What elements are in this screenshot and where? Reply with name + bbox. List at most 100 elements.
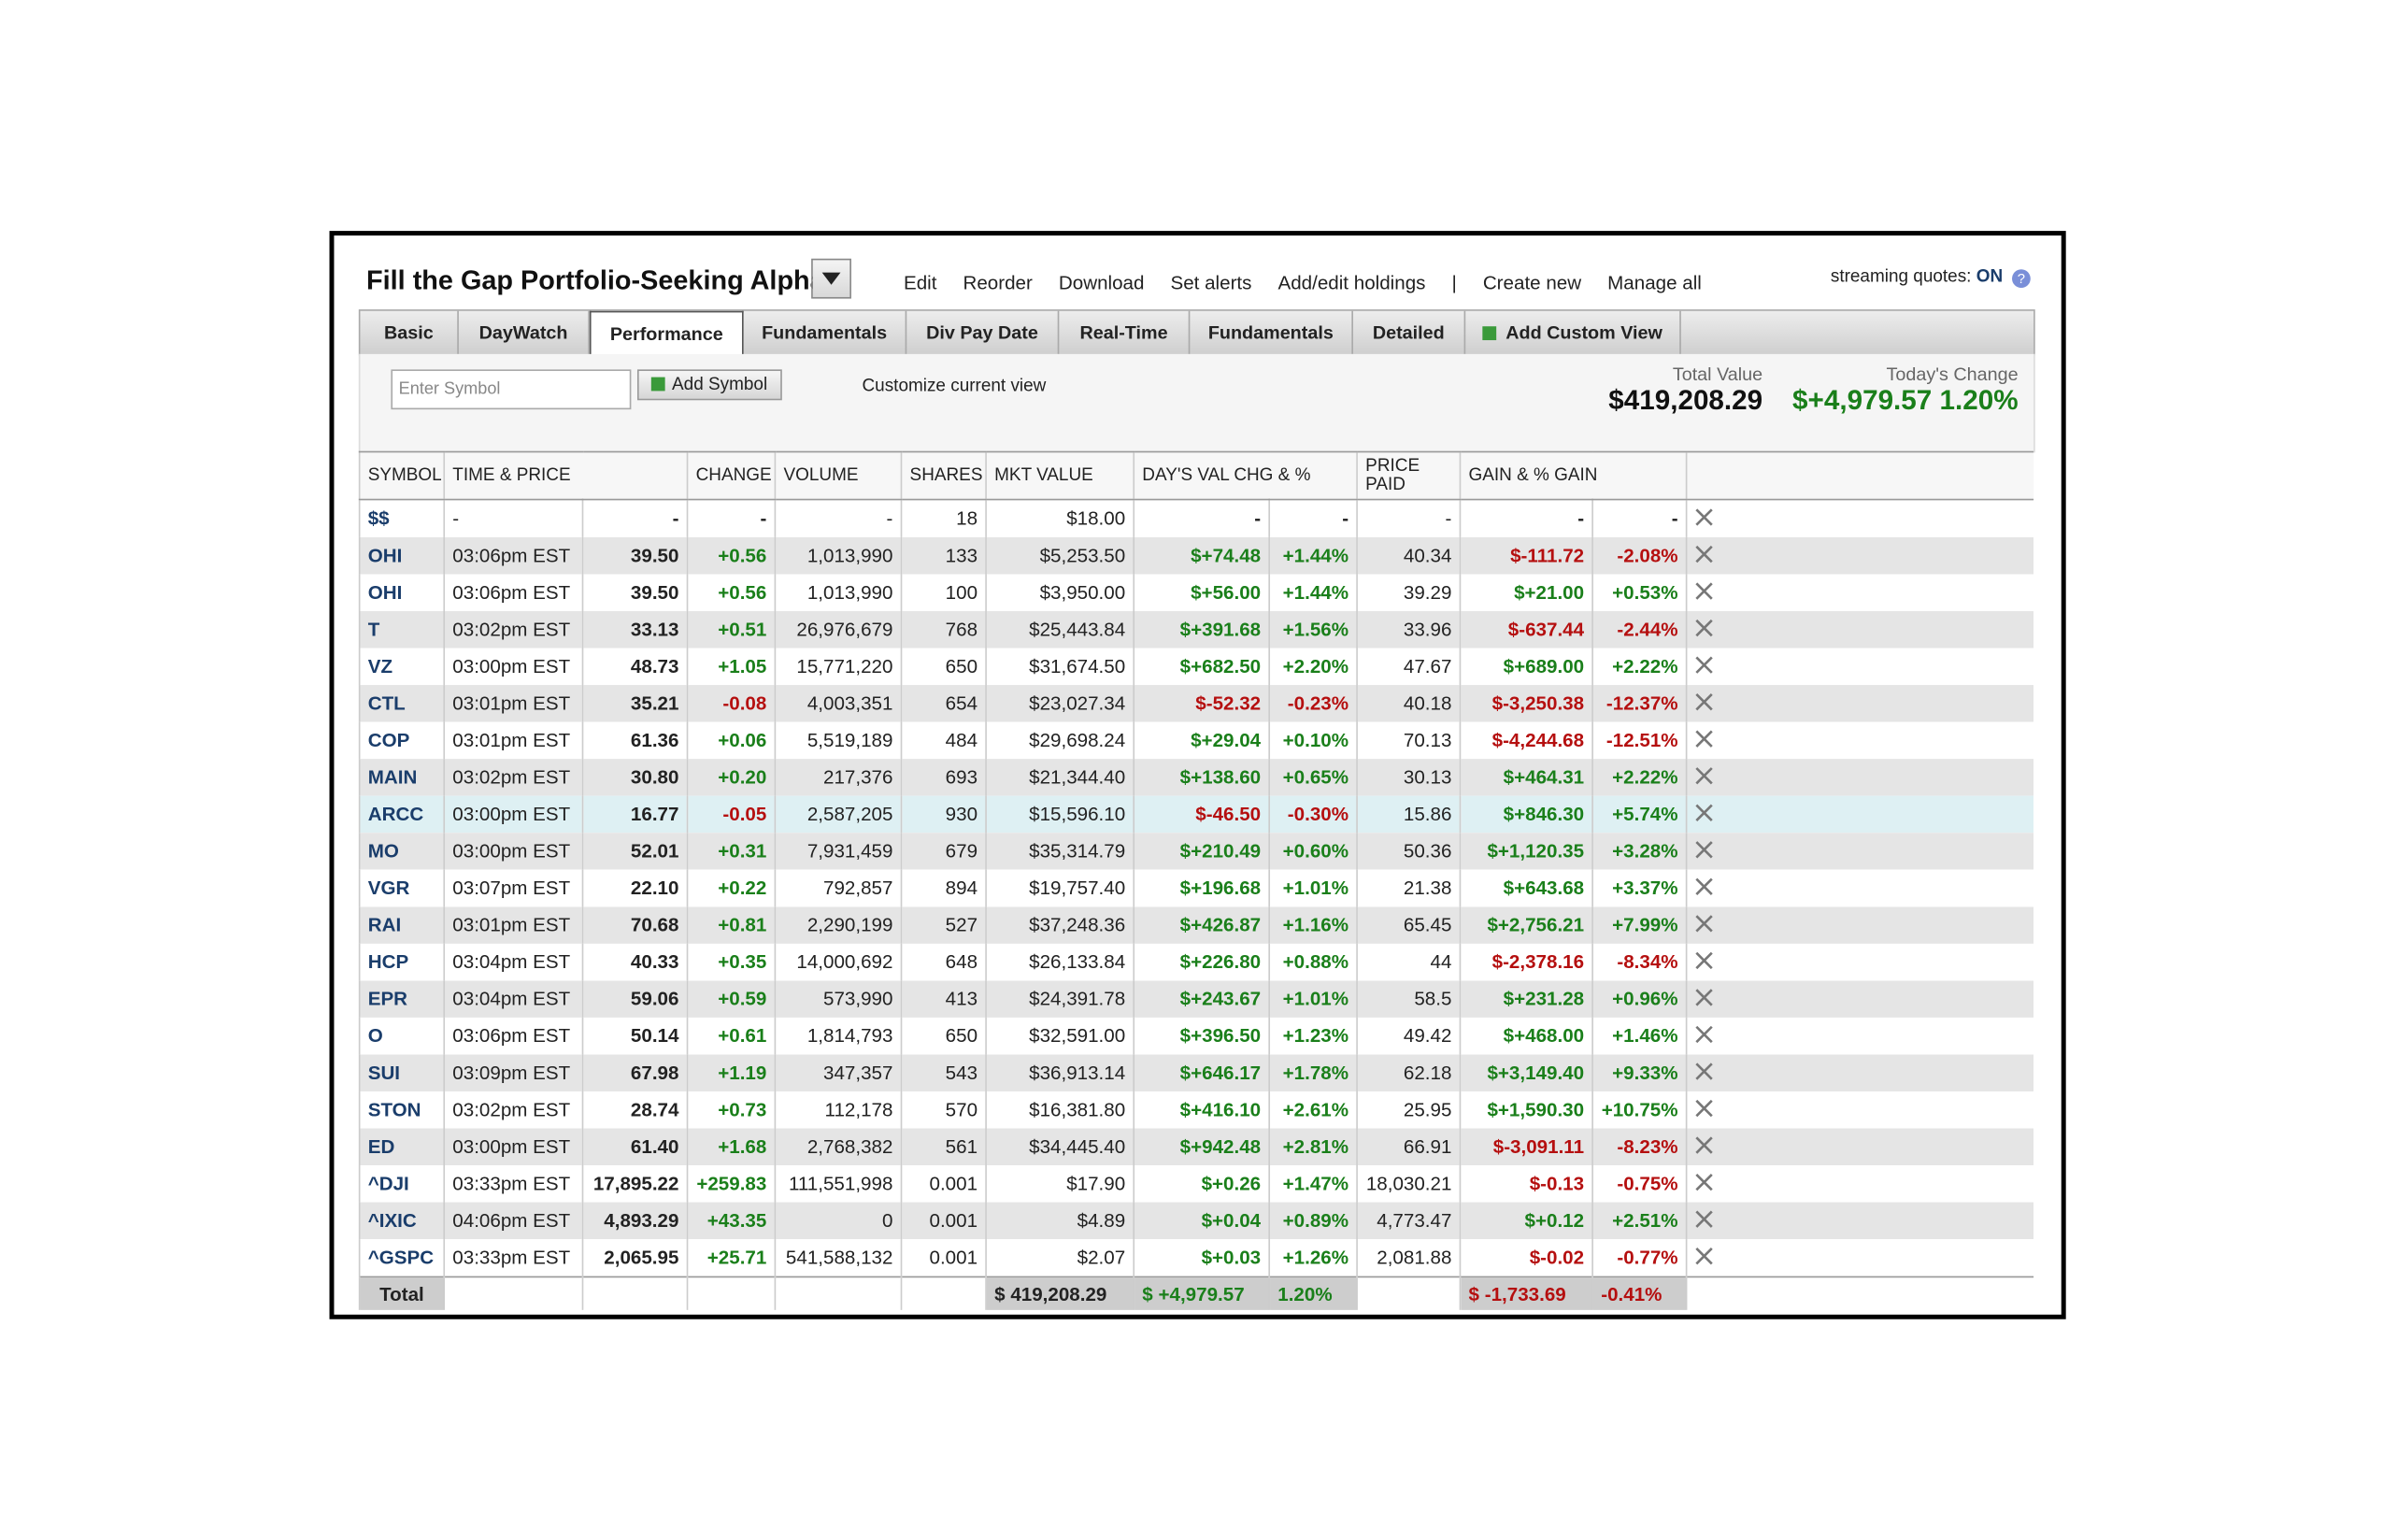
delete-icon[interactable]	[1695, 988, 1714, 1006]
cell: +0.31	[686, 833, 776, 870]
symbol-link[interactable]: VZ	[358, 648, 445, 686]
symbol-link[interactable]: MAIN	[358, 759, 445, 796]
symbol-link[interactable]: EPR	[358, 980, 445, 1018]
cell: $+1,120.35	[1459, 833, 1593, 870]
cell: 67.98	[581, 1054, 688, 1091]
delete-icon[interactable]	[1695, 803, 1714, 821]
view-tab[interactable]: Real-Time	[1059, 310, 1191, 354]
action-link[interactable]: Reorder	[963, 272, 1033, 294]
tab-label: Real-Time	[1079, 321, 1168, 344]
cell: $32,591.00	[985, 1017, 1134, 1055]
streaming-state[interactable]: ON	[1976, 267, 2004, 287]
cell: 930	[900, 795, 987, 834]
delete-icon[interactable]	[1695, 840, 1714, 859]
symbol-link[interactable]: $$	[358, 499, 445, 537]
delete-icon[interactable]	[1695, 1246, 1714, 1264]
view-tab[interactable]: Detailed	[1353, 310, 1466, 354]
delete-icon[interactable]	[1695, 914, 1714, 933]
delete-icon[interactable]	[1695, 1024, 1714, 1043]
delete-icon[interactable]	[1695, 950, 1714, 969]
portfolio-dropdown[interactable]	[811, 258, 851, 299]
symbol-link[interactable]: STON	[358, 1091, 445, 1129]
cell: 15,771,220	[774, 648, 902, 686]
cell: 792,857	[774, 869, 902, 907]
symbol-input[interactable]: Enter Symbol	[391, 369, 632, 410]
cell: 65.45	[1356, 906, 1461, 944]
delete-icon[interactable]	[1695, 581, 1714, 600]
cell: -0.23%	[1268, 685, 1358, 722]
delete-icon[interactable]	[1695, 692, 1714, 710]
cell: $+416.10	[1133, 1091, 1270, 1129]
action-link[interactable]: Create new	[1482, 272, 1582, 294]
holding-row: OHI 03:06pm EST 39.50 +0.56 1,013,990 133 $5,2…	[358, 536, 2033, 575]
total-cell: 1.20%	[1268, 1276, 1358, 1310]
view-tab[interactable]: Fundamentals	[1190, 310, 1353, 354]
symbol-link[interactable]: ^IXIC	[358, 1202, 445, 1240]
holding-row: ^DJI 03:33pm EST 17,895.22 +259.83 111,551,9…	[358, 1165, 2033, 1203]
delete-icon[interactable]	[1695, 1135, 1714, 1154]
delete-icon[interactable]	[1695, 544, 1714, 563]
cell: 30.13	[1356, 759, 1461, 796]
symbol-link[interactable]: ED	[358, 1128, 445, 1166]
delete-icon[interactable]	[1695, 766, 1714, 785]
action-link[interactable]: Edit	[903, 272, 937, 294]
action-link[interactable]: Download	[1058, 272, 1145, 294]
cell: +1.44%	[1268, 574, 1358, 611]
delete-cell	[1685, 610, 2033, 649]
symbol-link[interactable]: OHI	[358, 536, 445, 575]
symbol-link[interactable]: MO	[358, 833, 445, 870]
view-tab[interactable]: DayWatch	[459, 310, 590, 354]
cell: -2.08%	[1591, 536, 1687, 575]
customize-link[interactable]: Customize current view	[862, 377, 1047, 396]
view-tab[interactable]: Add Custom View	[1465, 310, 1681, 354]
symbol-link[interactable]: COP	[358, 721, 445, 760]
symbol-link[interactable]: OHI	[358, 574, 445, 611]
symbol-link[interactable]: ^GSPC	[358, 1239, 445, 1277]
cell: 650	[900, 648, 987, 686]
delete-icon[interactable]	[1695, 1062, 1714, 1080]
symbol-link[interactable]: ARCC	[358, 795, 445, 834]
symbol-link[interactable]: CTL	[358, 685, 445, 722]
add-symbol-button[interactable]: Add Symbol	[636, 369, 782, 401]
delete-icon[interactable]	[1695, 1172, 1714, 1191]
delete-icon[interactable]	[1695, 1209, 1714, 1228]
cell: -	[1591, 499, 1687, 537]
action-link[interactable]: Manage all	[1607, 272, 1702, 294]
symbol-link[interactable]: T	[358, 610, 445, 649]
cell: 484	[900, 721, 987, 760]
symbol-link[interactable]: SUI	[358, 1054, 445, 1091]
cell: 03:02pm EST	[443, 1091, 583, 1129]
view-tab[interactable]: Performance	[589, 310, 744, 358]
symbol-link[interactable]: VGR	[358, 869, 445, 907]
delete-cell	[1685, 648, 2033, 686]
view-tab[interactable]: Fundamentals	[744, 310, 907, 354]
symbol-link[interactable]: ^DJI	[358, 1165, 445, 1203]
delete-icon[interactable]	[1695, 1098, 1714, 1117]
action-link[interactable]: Set alerts	[1170, 272, 1252, 294]
cell: 17,895.22	[581, 1165, 688, 1203]
cell: +0.89%	[1268, 1202, 1358, 1240]
cell: +5.74%	[1591, 795, 1687, 834]
cell: 15.86	[1356, 795, 1461, 834]
cell: $-3,250.38	[1459, 685, 1593, 722]
delete-icon[interactable]	[1695, 507, 1714, 526]
symbol-link[interactable]: O	[358, 1017, 445, 1055]
view-tab[interactable]: Basic	[360, 310, 459, 354]
cell: 39.29	[1356, 574, 1461, 611]
view-tab[interactable]: Div Pay Date	[906, 310, 1060, 354]
delete-icon[interactable]	[1695, 729, 1714, 748]
symbol-link[interactable]: RAI	[358, 906, 445, 944]
cell: $+689.00	[1459, 648, 1593, 686]
cell: +2.81%	[1268, 1128, 1358, 1166]
cell: 7,931,459	[774, 833, 902, 870]
action-link[interactable]: Add/edit holdings	[1277, 272, 1426, 294]
delete-icon[interactable]	[1695, 877, 1714, 895]
symbol-link[interactable]: HCP	[358, 943, 445, 981]
cell: 03:00pm EST	[443, 795, 583, 834]
total-blank	[443, 1276, 583, 1310]
tab-label: Performance	[609, 322, 723, 345]
delete-icon[interactable]	[1695, 655, 1714, 674]
delete-icon[interactable]	[1695, 618, 1714, 636]
help-icon[interactable]: ?	[2012, 269, 2031, 289]
delete-cell	[1685, 795, 2033, 834]
